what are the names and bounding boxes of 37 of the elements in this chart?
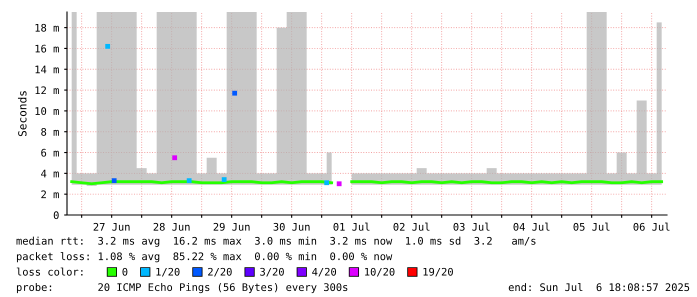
y-tick-label: 12 m (36, 86, 59, 94)
legend-label: 2/20 (208, 268, 232, 277)
legend-label: 4/20 (312, 268, 336, 277)
point (186, 178, 192, 184)
y-tick-label: 16 m (36, 44, 59, 53)
text: probe: 20 ICMP Echo Pings (56 Bytes) every 300s (16, 283, 348, 294)
y-axis-title: Seconds (18, 91, 27, 136)
y-tick-label: 4 m (41, 170, 59, 178)
x-tick-label: 04 Jul (514, 222, 550, 231)
point (105, 44, 110, 49)
legend-label: 3/20 (260, 268, 284, 277)
y-tick-label: 10 m (36, 107, 59, 116)
legend-title: loss color: (16, 268, 82, 276)
y-tick-label: 2 m (41, 190, 59, 198)
y-tick-label: 14 m (36, 66, 59, 74)
x-tick-label: 30 Jun (274, 222, 310, 231)
y-tick-label: 6 m (41, 148, 59, 157)
legend-label: 10/20 (365, 268, 394, 277)
y-tick-label: 8 m (41, 128, 59, 136)
text: end: Sun Jul 6 18:08:57 2025 (508, 283, 690, 292)
x-tick-label: 27 Jun (94, 222, 130, 231)
legend-label: 1/20 (156, 268, 180, 277)
legend-label: 19/20 (424, 268, 453, 277)
x-tick-label: 05 Jul (574, 222, 610, 231)
text: packet loss: 1.08 % avg 85.22 % max 0.00 % min 0.00 % now (16, 252, 392, 262)
x-tick-label: 28 Jun (154, 222, 190, 231)
point (222, 177, 227, 182)
legend-label: 0 (122, 268, 128, 276)
x-tick-label: 02 Jul (394, 222, 430, 231)
x-tick-label: 29 Jun (214, 222, 250, 231)
x-tick-label: 03 Jul (454, 222, 490, 231)
y-tick-label: 18 m (36, 24, 59, 32)
y-tick-label: 0 (54, 211, 59, 220)
x-tick-label: 06 Jul (634, 222, 670, 231)
x-tick-label: 01 Jul (334, 222, 370, 231)
text: median rtt: 3.2 ms avg 16.2 ms max 3.0 ms min 3.2 ms now 1.0 ms sd 3.2 am/s (16, 236, 536, 247)
point (112, 178, 117, 184)
